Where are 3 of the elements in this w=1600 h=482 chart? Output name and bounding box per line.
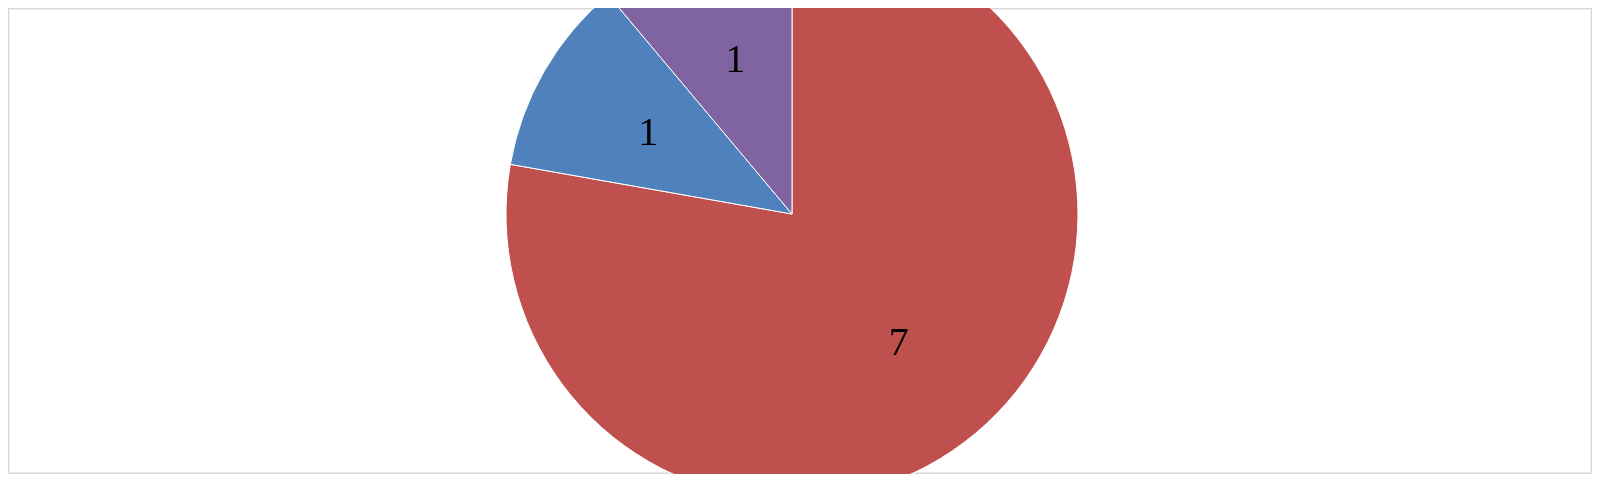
data-label: 1 [725,35,746,81]
data-label: 7 [888,318,909,364]
data-label: 1 [638,108,659,154]
